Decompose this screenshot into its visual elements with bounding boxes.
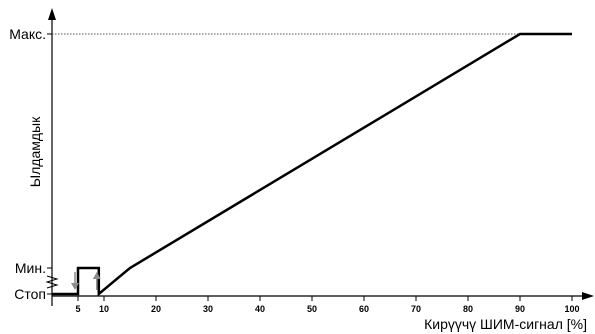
x-tick-label-80: 80 <box>463 304 473 314</box>
x-ticks <box>77 296 573 301</box>
y-level-ticks <box>47 33 52 295</box>
x-tick-labels: 5 10 20 30 40 50 60 70 80 90 100 <box>75 304 579 314</box>
y-level-label-1: Мин. <box>15 260 46 276</box>
x-tick-label-30: 30 <box>203 304 213 314</box>
x-axis-label: Кирүүчү ШИМ-сигнал [%] <box>424 316 587 332</box>
y-level-label-0: Стоп <box>14 286 46 302</box>
x-tick-label-20: 20 <box>151 304 161 314</box>
x-tick-label-60: 60 <box>359 304 369 314</box>
x-tick-label-90: 90 <box>515 304 525 314</box>
axes <box>45 8 594 306</box>
x-tick-label-50: 50 <box>307 304 317 314</box>
turn-off-arrowhead <box>71 283 79 290</box>
y-axis-arrowhead <box>48 8 56 20</box>
x-tick-label-10: 10 <box>99 304 109 314</box>
x-tick-label-70: 70 <box>411 304 421 314</box>
y-level-labels: Стоп Мин. Макс. <box>9 26 46 302</box>
turn-on-arrowhead <box>92 272 101 279</box>
hysteresis-arrows <box>71 272 101 290</box>
x-tick-label-5: 5 <box>75 304 80 314</box>
y-axis-break-icon <box>45 275 59 289</box>
x-tick-label-100: 100 <box>564 304 579 314</box>
x-tick-label-40: 40 <box>255 304 265 314</box>
y-axis-label: Ылдамдык <box>27 116 43 187</box>
series-line <box>52 32 572 297</box>
y-level-label-2: Макс. <box>9 26 46 42</box>
x-axis-arrowhead <box>582 292 594 300</box>
